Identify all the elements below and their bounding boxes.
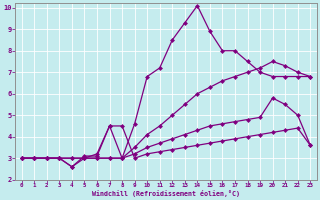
X-axis label: Windchill (Refroidissement éolien,°C): Windchill (Refroidissement éolien,°C) [92,190,240,197]
